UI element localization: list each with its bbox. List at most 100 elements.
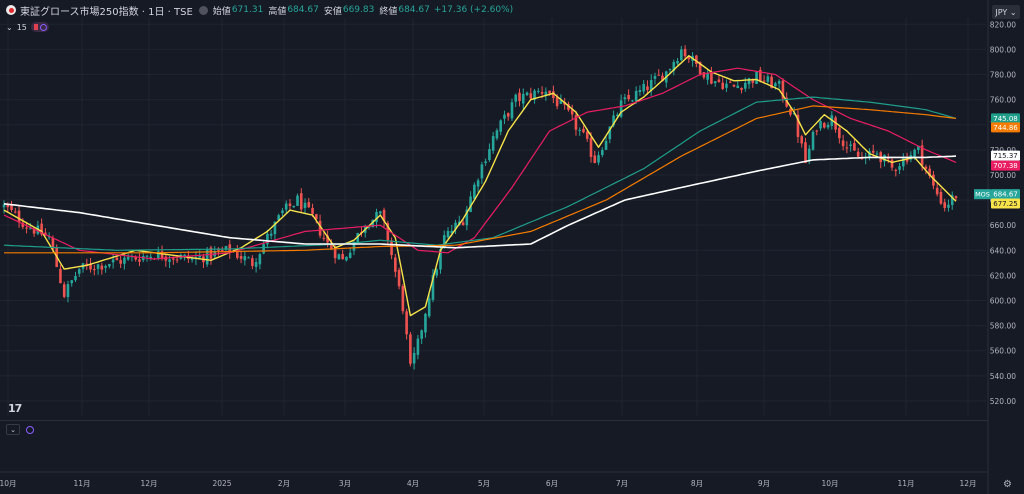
candle-body <box>424 313 427 333</box>
y-tick-label: 760.00 <box>990 96 1016 105</box>
candle-body <box>623 97 627 100</box>
status-dot-icon <box>198 5 208 15</box>
pane-divider[interactable] <box>0 420 988 421</box>
x-tick-label: 3月 <box>339 479 351 488</box>
candle-body <box>510 102 514 119</box>
x-tick-label: 2025 <box>212 479 231 488</box>
price-tag-bg <box>991 160 1020 171</box>
candle-body <box>597 155 600 163</box>
x-tick-label: 11月 <box>897 479 914 488</box>
price-tag-label: 744.86 <box>993 124 1018 132</box>
candle-body <box>70 280 74 284</box>
candle-body <box>525 92 529 96</box>
candle-body <box>40 223 43 235</box>
candle-body <box>446 230 450 238</box>
y-tick-label: 620.00 <box>990 271 1016 280</box>
candle-body <box>51 237 55 250</box>
candle-body <box>514 94 518 102</box>
candle-body <box>371 219 375 228</box>
chevron-down-icon[interactable]: ⌄ <box>6 22 13 32</box>
y-tick-label: 660.00 <box>990 221 1016 230</box>
candle-body <box>506 113 510 117</box>
price-tag-bg <box>991 198 1020 209</box>
candle-body <box>476 180 480 187</box>
candle-body <box>555 97 559 107</box>
candle-body <box>25 227 28 229</box>
candle-body <box>47 236 51 238</box>
candle-body <box>521 94 525 104</box>
candle-body <box>450 230 454 234</box>
candle-body <box>172 258 175 260</box>
candle-body <box>631 100 634 102</box>
indicator-pill-icon[interactable] <box>30 22 49 32</box>
candle-body <box>604 140 608 150</box>
candle-body <box>416 338 420 355</box>
tradingview-logo-icon[interactable]: 17 <box>8 402 22 415</box>
candle-body <box>454 222 457 230</box>
candle-body <box>612 115 615 126</box>
open-label: 始値 <box>212 6 231 17</box>
candle-body <box>819 121 822 129</box>
symbol-title[interactable]: 東証グロース市場250指数 · 1日 · TSE <box>20 6 193 18</box>
candle-body <box>849 144 852 147</box>
candle-body <box>567 103 570 110</box>
candle-body <box>431 275 435 300</box>
gear-icon[interactable]: ⚙ <box>1003 479 1012 490</box>
collapse-chevron-icon[interactable]: ⌄ <box>6 424 20 435</box>
candle-body <box>499 120 502 132</box>
candle-body <box>653 76 657 79</box>
candle-body <box>578 130 582 132</box>
candle-body <box>10 205 13 211</box>
y-tick-label: 600.00 <box>990 296 1016 305</box>
candle-body <box>145 255 149 257</box>
y-tick-label: 580.00 <box>990 322 1016 331</box>
price-tag-label: 745.08 <box>993 115 1018 123</box>
y-tick-label: 780.00 <box>990 70 1016 79</box>
x-tick-label: 5月 <box>478 479 490 488</box>
candle-body <box>330 243 333 250</box>
candle-body <box>841 140 845 147</box>
low-label: 安値 <box>323 6 342 17</box>
candle-body <box>469 196 472 213</box>
candle-body <box>491 136 495 151</box>
candlestick-series <box>2 45 958 370</box>
indicator-circle-icon[interactable] <box>26 425 34 434</box>
candle-body <box>890 159 894 168</box>
candle-body <box>251 258 254 267</box>
candle-body <box>649 79 653 91</box>
candle-body <box>518 92 521 102</box>
candle-body <box>898 166 901 170</box>
x-tick-label: 7月 <box>616 479 628 488</box>
candle-body <box>725 83 728 88</box>
candle-body <box>427 298 431 317</box>
candle-body <box>856 151 860 157</box>
candle-body <box>473 184 476 199</box>
candle-body <box>634 90 638 102</box>
candle-body <box>333 247 337 259</box>
candle-body <box>935 187 939 195</box>
exchange-logo-icon <box>6 5 16 15</box>
candle-body <box>341 253 344 260</box>
candle-body <box>401 286 405 312</box>
candle-body <box>405 311 408 335</box>
indicator-count[interactable]: 15 <box>16 22 27 32</box>
x-tick-label: 2月 <box>278 479 290 488</box>
candle-body <box>687 57 691 60</box>
candle-body <box>190 258 194 260</box>
candle-body <box>868 151 871 159</box>
candle-body <box>503 114 506 119</box>
candle-body <box>480 164 484 179</box>
candle-body <box>21 222 25 227</box>
candle-body <box>717 79 721 82</box>
candle-body <box>111 259 115 263</box>
price-tag-label: 684.67 <box>993 191 1018 199</box>
price-tag-prefix: MOS <box>975 191 990 199</box>
candle-body <box>800 136 804 144</box>
candle-body <box>2 204 6 208</box>
candle-body <box>488 149 491 160</box>
price-tag-label: 707.38 <box>993 162 1018 170</box>
candle-body <box>209 247 213 259</box>
currency-selector[interactable]: JPY ⌄ <box>992 5 1020 19</box>
